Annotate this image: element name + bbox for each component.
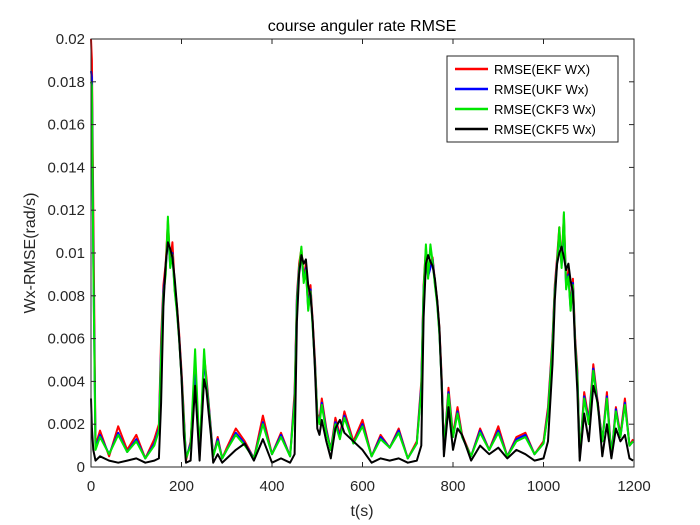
y-tick-label: 0.006 [47, 331, 85, 348]
y-tick-label: 0.014 [47, 159, 85, 176]
legend-box [446, 55, 619, 143]
x-tick-label: 0 [87, 478, 95, 495]
y-tick-label: 0.018 [47, 74, 85, 91]
y-tick-label: 0 [77, 459, 85, 476]
series-layer [90, 38, 634, 464]
legend-items: RMSE(EKF WX) RMSE(UKF Wx) RMSE(CKF3 Wx) RMS… [455, 62, 596, 137]
x-tick-label: 800 [440, 478, 465, 495]
y-axis-title: Wx-RMSE(rad/s) [22, 193, 39, 314]
legend-label-0: RMSE(EKF WX) [494, 62, 590, 77]
y-ticks: 0 0.002 0.004 0.006 0.008 0.01 0.012 0.014 0.016… [47, 31, 634, 476]
x-tick-label: 1200 [617, 478, 650, 495]
y-tick-label: 0.012 [47, 202, 85, 219]
y-tick-label: 0.016 [47, 117, 85, 134]
y-tick-label: 0.002 [47, 416, 85, 433]
chart-title: course anguler rate RMSE [268, 18, 457, 35]
legend-label-1: RMSE(UKF Wx) [494, 82, 589, 97]
y-tick-label: 0.02 [56, 31, 85, 48]
x-tick-label: 600 [350, 478, 375, 495]
x-tick-label: 400 [259, 478, 284, 495]
x-tick-label: 200 [169, 478, 194, 495]
y-tick-label: 0.01 [56, 245, 85, 262]
x-tick-label: 1000 [527, 478, 560, 495]
legend-label-2: RMSE(CKF3 Wx) [494, 102, 596, 117]
legend-label-3: RMSE(CKF5 Wx) [494, 122, 596, 137]
series-line-3 [90, 241, 634, 464]
x-ticks: 0 200 400 600 800 1000 1200 [87, 39, 651, 495]
y-tick-label: 0.004 [47, 373, 85, 390]
x-axis-title: t(s) [350, 503, 373, 520]
legend: RMSE(EKF WX) RMSE(UKF Wx) RMSE(CKF3 Wx) RMS… [446, 55, 619, 143]
y-tick-label: 0.008 [47, 288, 85, 305]
